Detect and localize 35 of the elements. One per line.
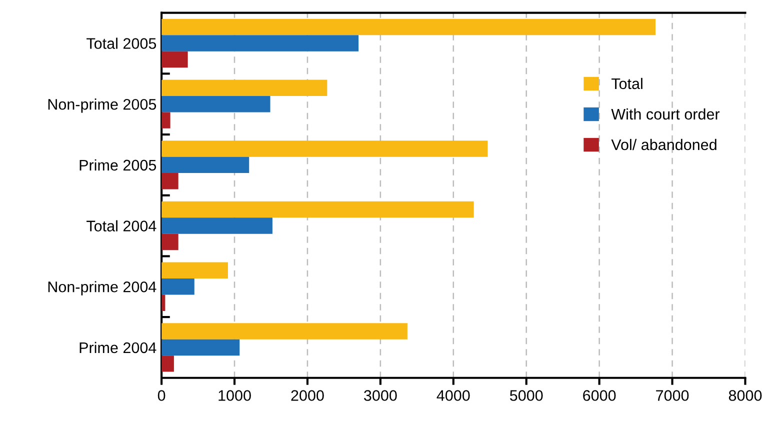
bar — [162, 156, 250, 174]
bar — [162, 201, 474, 218]
bar — [162, 278, 194, 295]
bar — [162, 51, 188, 68]
x-tick-label: 1000 — [218, 390, 251, 401]
legend-label: Vol/ abandoned — [611, 138, 716, 150]
x-tick-label: 7000 — [656, 390, 689, 401]
legend-label: Total — [611, 78, 642, 90]
y-tick-label: Non-prime 2004 — [48, 281, 156, 296]
bar — [162, 234, 178, 250]
x-tick-label: 5000 — [510, 390, 543, 401]
bar — [162, 356, 174, 372]
legend-label: With court order — [611, 108, 720, 120]
y-tick-label: Total 2004 — [86, 220, 156, 232]
bar — [162, 96, 270, 112]
x-tick-label: 6000 — [583, 390, 616, 401]
x-tick-label: 4000 — [436, 390, 470, 401]
x-tick-label: 3000 — [364, 390, 397, 401]
bar — [162, 140, 488, 157]
bar — [162, 218, 272, 234]
bar — [162, 262, 228, 279]
x-tick-label: 0 — [158, 390, 166, 401]
x-tick-label: 8000 — [728, 390, 762, 401]
bar — [162, 323, 408, 340]
bar — [162, 35, 359, 52]
x-tick-label: 2000 — [291, 390, 324, 401]
bar — [162, 80, 328, 96]
y-tick-label: Prime 2004 — [80, 342, 156, 354]
y-tick-label: Non-prime 2005 — [48, 98, 156, 113]
bar — [162, 173, 178, 190]
bar — [162, 112, 170, 128]
y-tick-label: Prime 2005 — [80, 159, 156, 171]
y-tick-label: Total 2005 — [86, 38, 156, 49]
bar — [162, 18, 656, 36]
bar — [162, 339, 240, 356]
